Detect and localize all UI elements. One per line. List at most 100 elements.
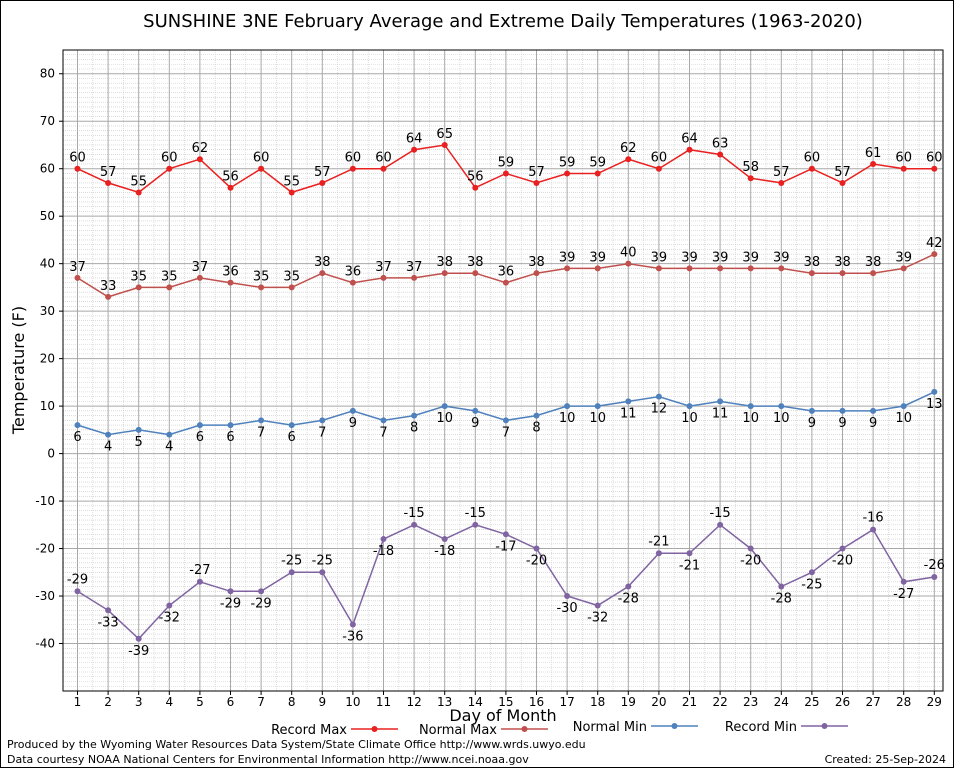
normal-max-data-label: 39 (589, 250, 606, 265)
legend-marker-record-max (371, 726, 378, 732)
record-min-point (533, 545, 540, 552)
x-tick-label: 25 (804, 695, 819, 709)
normal-min-point (594, 403, 601, 410)
normal-min-point (839, 407, 846, 414)
normal-min-point (870, 407, 877, 414)
record-min-data-label: -20 (832, 554, 853, 569)
record-min-data-label: -32 (159, 611, 180, 626)
record-min-data-label: -16 (862, 511, 883, 526)
normal-max-data-label: 36 (345, 265, 362, 280)
normal-min-data-label: 10 (895, 411, 912, 426)
legend-label-record-max: Record Max (271, 723, 347, 738)
normal-min-point (900, 403, 907, 410)
normal-min-point (778, 403, 785, 410)
normal-min-point (533, 412, 540, 419)
normal-min-data-label: 10 (436, 411, 453, 426)
y-tick-label: 50 (40, 209, 55, 223)
footer-created-date: Created: 25-Sep-2024 (824, 753, 946, 766)
normal-max-point (747, 265, 754, 272)
normal-min-data-label: 9 (349, 416, 357, 431)
record-max-point (411, 146, 418, 153)
record-min-data-label: -15 (465, 506, 486, 521)
normal-min-data-label: 9 (838, 416, 846, 431)
record-max-point (227, 184, 234, 191)
normal-min-data-label: 5 (135, 435, 143, 450)
record-max-point (135, 189, 142, 196)
legend-label-normal-max: Normal Max (419, 723, 497, 738)
record-max-data-label: 65 (436, 127, 453, 142)
normal-min-point (166, 431, 173, 438)
normal-min-point (808, 407, 815, 414)
record-max-point (625, 156, 632, 163)
normal-min-data-label: 6 (73, 430, 81, 445)
record-max-data-label: 57 (773, 165, 790, 180)
normal-max-data-label: 38 (865, 255, 882, 270)
normal-max-point (349, 279, 356, 286)
record-max-data-label: 60 (926, 151, 943, 166)
record-max-data-label: 55 (130, 174, 147, 189)
record-min-point (441, 536, 448, 543)
y-tick-label: -40 (35, 637, 55, 651)
x-tick-label: 21 (682, 695, 697, 709)
normal-min-data-label: 7 (502, 425, 510, 440)
record-max-point (778, 179, 785, 186)
x-tick-label: 23 (743, 695, 758, 709)
record-max-data-label: 62 (192, 141, 209, 156)
normal-min-data-label: 4 (165, 440, 173, 455)
record-max-point (564, 170, 571, 177)
record-max-point (349, 165, 356, 172)
record-min-data-label: -32 (587, 611, 608, 626)
record-max-point (594, 170, 601, 177)
normal-min-data-label: 8 (532, 421, 540, 436)
record-max-point (74, 165, 81, 172)
record-min-point (900, 578, 907, 585)
legend-marker-normal-min (671, 723, 678, 729)
normal-max-data-label: 33 (100, 279, 117, 294)
legend-label-record-min: Record Min (725, 720, 797, 735)
normal-max-point (441, 270, 448, 277)
normal-max-data-label: 36 (498, 265, 515, 280)
record-min-point (166, 602, 173, 609)
record-min-point (227, 588, 234, 595)
record-min-point (594, 602, 601, 609)
record-max-point (839, 179, 846, 186)
footer-data-courtesy: Data courtesy NOAA National Centers for … (7, 753, 529, 766)
normal-max-point (900, 265, 907, 272)
normal-max-data-label: 37 (375, 260, 392, 275)
y-tick-label: 60 (40, 162, 55, 176)
normal-min-point (74, 422, 81, 429)
normal-max-data-label: 37 (192, 260, 209, 275)
normal-min-data-label: 9 (808, 416, 816, 431)
normal-min-data-label: 9 (869, 416, 877, 431)
record-max-data-label: 61 (865, 146, 882, 161)
x-tick-label: 16 (529, 695, 544, 709)
normal-max-data-label: 39 (681, 250, 698, 265)
normal-min-point (717, 398, 724, 405)
record-min-data-label: -28 (618, 592, 639, 607)
record-min-point (105, 607, 112, 614)
record-max-data-label: 57 (528, 165, 545, 180)
record-min-point (778, 583, 785, 590)
record-min-point (931, 574, 938, 581)
normal-max-point (533, 270, 540, 277)
normal-max-data-label: 38 (834, 255, 851, 270)
x-tick-label: 10 (345, 695, 360, 709)
normal-min-data-label: 7 (257, 425, 265, 440)
x-axis-label: Day of Month (449, 706, 556, 725)
normal-max-point (105, 293, 112, 300)
record-max-point (931, 165, 938, 172)
record-max-data-label: 64 (406, 132, 423, 147)
normal-min-data-label: 9 (471, 416, 479, 431)
record-max-data-label: 64 (681, 132, 698, 147)
record-min-point (411, 521, 418, 528)
record-min-point (349, 621, 356, 628)
record-min-data-label: -17 (495, 539, 516, 554)
normal-min-data-label: 8 (410, 421, 418, 436)
record-min-data-label: -21 (648, 534, 669, 549)
normal-max-data-label: 38 (804, 255, 821, 270)
normal-min-data-label: 11 (712, 406, 729, 421)
normal-max-point (931, 251, 938, 258)
normal-min-data-label: 7 (318, 425, 326, 440)
normal-min-data-label: 13 (926, 397, 943, 412)
record-max-point (533, 179, 540, 186)
